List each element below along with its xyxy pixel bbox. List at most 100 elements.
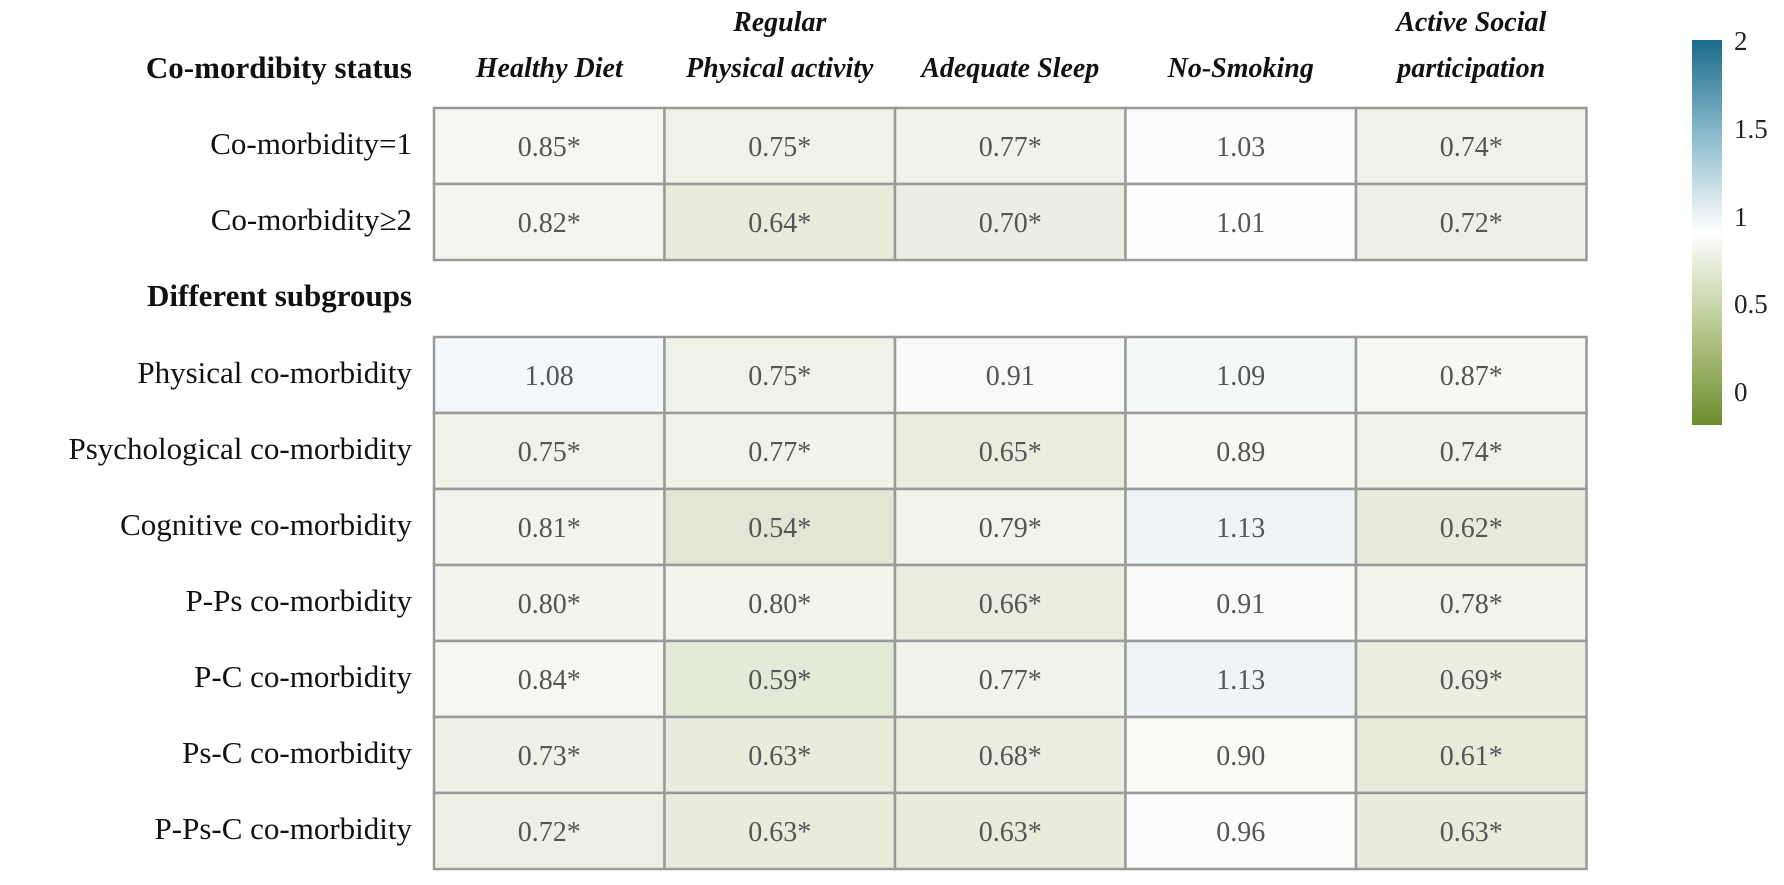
heatmap-cell-label: 0.63*	[748, 817, 811, 848]
column-header-line: No-Smoking	[1167, 53, 1314, 84]
heatmap-cell-label: 0.75*	[518, 437, 581, 468]
heatmap-cell	[1354, 335, 1588, 415]
heatmap-cell-label: 0.62*	[1440, 513, 1503, 544]
column-header: Adequate Sleep	[895, 46, 1126, 92]
heatmap-cell-label: 0.74*	[1440, 437, 1503, 468]
column-header-line: Adequate Sleep	[921, 53, 1100, 84]
heatmap-cell-label: 0.72*	[1440, 208, 1503, 239]
column-header-line: Physical activity	[686, 53, 874, 84]
colorbar-tick-label: 1.5	[1734, 113, 1768, 144]
heatmap-cell-label: 0.77*	[979, 132, 1042, 163]
row-label: Cognitive co-morbidity	[120, 507, 412, 542]
heatmap-cell	[663, 639, 897, 719]
column-header-line: participation	[1397, 53, 1546, 84]
heatmap-cell	[663, 106, 897, 186]
heatmap-cell-label: 0.63*	[1440, 817, 1503, 848]
column-header: Regular Physical activity	[665, 0, 896, 92]
heatmap-cell-label: 0.70*	[979, 208, 1042, 239]
column-header: Active Social participation	[1356, 0, 1587, 92]
row-label: Physical co-morbidity	[137, 355, 412, 390]
heatmap-cell-label: 0.85*	[518, 132, 581, 163]
heatmap-cell	[1124, 639, 1358, 719]
heatmap-cell-label: 0.74*	[1440, 132, 1503, 163]
heatmap-cell	[432, 487, 666, 567]
heatmap-cell	[432, 182, 666, 262]
heatmap-cell-label: 0.77*	[748, 437, 811, 468]
heatmap-cell	[1354, 791, 1588, 871]
heatmap-cell-label: 0.91	[1216, 589, 1265, 620]
row-label: P-Ps-C co-morbidity	[154, 811, 412, 846]
row-label: P-Ps co-morbidity	[185, 583, 412, 618]
section-title: Different subgroups	[147, 278, 412, 313]
heatmap-cell-label: 0.82*	[518, 208, 581, 239]
heatmap-cell-label: 0.63*	[979, 817, 1042, 848]
heatmap-cell	[432, 791, 666, 871]
heatmap-cell-label: 0.68*	[979, 741, 1042, 772]
heatmap-cell	[663, 791, 897, 871]
heatmap-cell	[893, 182, 1127, 262]
heatmap-cell-label: 0.77*	[979, 665, 1042, 696]
heatmap-cell-label: 0.61*	[1440, 741, 1503, 772]
heatmap-cell-label: 0.96	[1216, 817, 1265, 848]
heatmap-cell-label: 0.80*	[518, 589, 581, 620]
heatmap-cell	[893, 411, 1127, 491]
heatmap-cell-label: 0.91	[986, 361, 1035, 392]
heatmap-cell-label: 0.75*	[748, 361, 811, 392]
heatmap-cell-label: 1.13	[1216, 665, 1265, 696]
heatmap-cell	[1354, 639, 1588, 719]
column-header: Healthy Diet	[434, 46, 665, 92]
heatmap-cell	[1124, 411, 1358, 491]
row-label: Co-morbidity≥2	[210, 202, 412, 237]
heatmap-cell	[663, 411, 897, 491]
colorbar-tick-label: 1	[1734, 201, 1748, 232]
heatmap-cell	[1354, 715, 1588, 795]
heatmap-cell-label: 1.09	[1216, 361, 1265, 392]
heatmap-cell-label: 1.13	[1216, 513, 1265, 544]
heatmap-cell-label: 0.72*	[518, 817, 581, 848]
heatmap-cell-label: 1.03	[1216, 132, 1265, 163]
heatmap-cell	[663, 563, 897, 643]
heatmap-cell	[893, 335, 1127, 415]
heatmap-cell	[1354, 182, 1588, 262]
heatmap-cell	[1124, 335, 1358, 415]
row-label: Psychological co-morbidity	[68, 431, 412, 466]
heatmap-cell-label: 0.69*	[1440, 665, 1503, 696]
heatmap-cell	[893, 639, 1127, 719]
heatmap-cell-label: 0.54*	[748, 513, 811, 544]
row-label: Ps-C co-morbidity	[182, 735, 412, 770]
heatmap-cell-label: 0.80*	[748, 589, 811, 620]
heatmap-cell-label: 0.66*	[979, 589, 1042, 620]
heatmap-cell-label: 0.64*	[748, 208, 811, 239]
heatmap-cell-label: 0.63*	[748, 741, 811, 772]
heatmap-cell	[1124, 715, 1358, 795]
column-header-line: Regular	[733, 7, 827, 38]
heatmap-cell-label: 0.89	[1216, 437, 1265, 468]
heatmap-cell	[432, 106, 666, 186]
section-title: Co-mordibity status	[145, 50, 412, 85]
heatmap-cell-label: 0.87*	[1440, 361, 1503, 392]
heatmap-cell	[893, 563, 1127, 643]
column-header-line: Active Social	[1396, 7, 1547, 38]
column-header: No-Smoking	[1126, 46, 1357, 92]
heatmap-cell-label: 0.84*	[518, 665, 581, 696]
column-header-line: Healthy Diet	[475, 53, 623, 84]
colorbar-tick-label: 0.5	[1734, 289, 1768, 320]
heatmap-cell	[1124, 182, 1358, 262]
colorbar-tick-label: 2	[1734, 26, 1748, 56]
heatmap-cell-label: 0.79*	[979, 513, 1042, 544]
row-label: Co-morbidity=1	[210, 126, 412, 161]
heatmap-cell	[893, 715, 1127, 795]
heatmap-cell-label: 0.73*	[518, 741, 581, 772]
row-label: P-C co-morbidity	[194, 659, 412, 694]
heatmap-cell	[893, 487, 1127, 567]
heatmap-cell-label: 0.75*	[748, 132, 811, 163]
heatmap-cell-label: 1.08	[525, 361, 574, 392]
heatmap-cell-label: 0.65*	[979, 437, 1042, 468]
heatmap-cell-label: 0.81*	[518, 513, 581, 544]
heatmap-cell-label: 0.90	[1216, 741, 1265, 772]
heatmap-cell-label: 1.01	[1216, 208, 1265, 239]
heatmap-cell	[1124, 563, 1358, 643]
heatmap-cell	[663, 715, 897, 795]
